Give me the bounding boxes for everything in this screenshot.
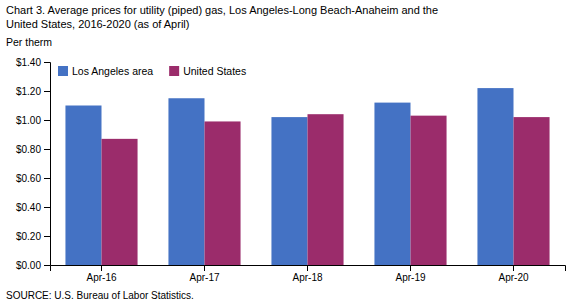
x-tick-mark	[410, 265, 411, 271]
bar	[308, 114, 344, 265]
x-tick-label: Apr-17	[189, 272, 219, 283]
y-tick: $1.20	[16, 86, 50, 97]
chart: Chart 3. Average prices for utility (pip…	[0, 0, 579, 305]
bar	[477, 88, 513, 265]
y-tick: $0.80	[16, 144, 50, 155]
y-tick: $1.00	[16, 115, 50, 126]
y-axis-line	[44, 63, 51, 266]
y-tick-mark	[44, 149, 50, 150]
y-tick: $1.40	[16, 57, 50, 68]
bar	[65, 106, 101, 266]
annotation: SOURCE: U.S. Bureau of Labor Statistics.	[6, 290, 194, 301]
x-tick: Apr-17	[189, 265, 219, 283]
y-tick-label: $1.00	[16, 115, 41, 126]
title: United States, 2016-2020 (as of April)	[6, 18, 189, 30]
y-tick-label: $1.40	[16, 57, 41, 68]
legend: Los Angeles area United States	[58, 65, 246, 77]
y-tick-mark	[44, 91, 50, 92]
title: Chart 3. Average prices for utility (pip…	[6, 4, 438, 16]
y-tick: $0.40	[16, 202, 50, 213]
y-tick-label: $0.20	[16, 231, 41, 242]
y-tick-mark	[44, 120, 50, 121]
y-tick-label: $0.00	[16, 260, 41, 271]
x-tick: Apr-19	[395, 265, 425, 283]
x-axis: Apr-16 Apr-17 Apr-18 Apr-19 Apr-20	[51, 265, 566, 283]
x-tick-mark	[513, 265, 514, 271]
bars	[65, 88, 549, 265]
x-tick-label: Apr-18	[292, 272, 322, 283]
bar-series	[65, 88, 513, 265]
x-axis-line	[51, 266, 566, 272]
x-tick-mark	[101, 265, 102, 271]
x-tick-label: Apr-20	[498, 272, 528, 283]
y-tick: $0.20	[16, 231, 50, 242]
x-tick-label: Apr-19	[395, 272, 425, 283]
bar	[168, 98, 204, 265]
x-tick-mark	[204, 265, 205, 271]
y-axis: $0.00 $0.20 $0.40 $0.60 $0.80 $1.00 $1.20 $1.40	[16, 57, 51, 271]
y-tick-label: $0.40	[16, 202, 41, 213]
bar	[271, 117, 307, 265]
y-tick-mark	[44, 236, 50, 237]
legend-item: United States	[169, 65, 246, 77]
bar	[374, 103, 410, 265]
x-tick: Apr-18	[292, 265, 322, 283]
bar	[411, 116, 447, 265]
y-tick-label: $0.60	[16, 173, 41, 184]
x-tick-label: Apr-16	[86, 272, 116, 283]
y-tick-label: $1.20	[16, 86, 41, 97]
plot: $0.00 $0.20 $0.40 $0.60 $0.80 $1.00 $1.20 $1.40…	[16, 57, 566, 283]
y-tick-mark	[44, 178, 50, 179]
bar	[514, 117, 550, 265]
y-tick: $0.00	[16, 260, 50, 271]
legend-label: Los Angeles area	[72, 65, 153, 77]
legend-label: United States	[183, 65, 246, 77]
legend-swatch	[169, 66, 179, 76]
y-tick-label: $0.80	[16, 144, 41, 155]
x-tick-mark	[307, 265, 308, 271]
y-tick-mark	[44, 62, 50, 63]
bar	[102, 139, 138, 265]
bar	[205, 121, 241, 265]
y-axis-title: Per therm	[6, 36, 52, 48]
y-tick-mark	[44, 265, 50, 266]
bar-series	[102, 114, 550, 265]
x-tick: Apr-20	[498, 265, 528, 283]
y-tick: $0.60	[16, 173, 50, 184]
legend-swatch	[58, 66, 68, 76]
legend-item: Los Angeles area	[58, 65, 153, 77]
y-tick-mark	[44, 207, 50, 208]
x-tick: Apr-16	[86, 265, 116, 283]
